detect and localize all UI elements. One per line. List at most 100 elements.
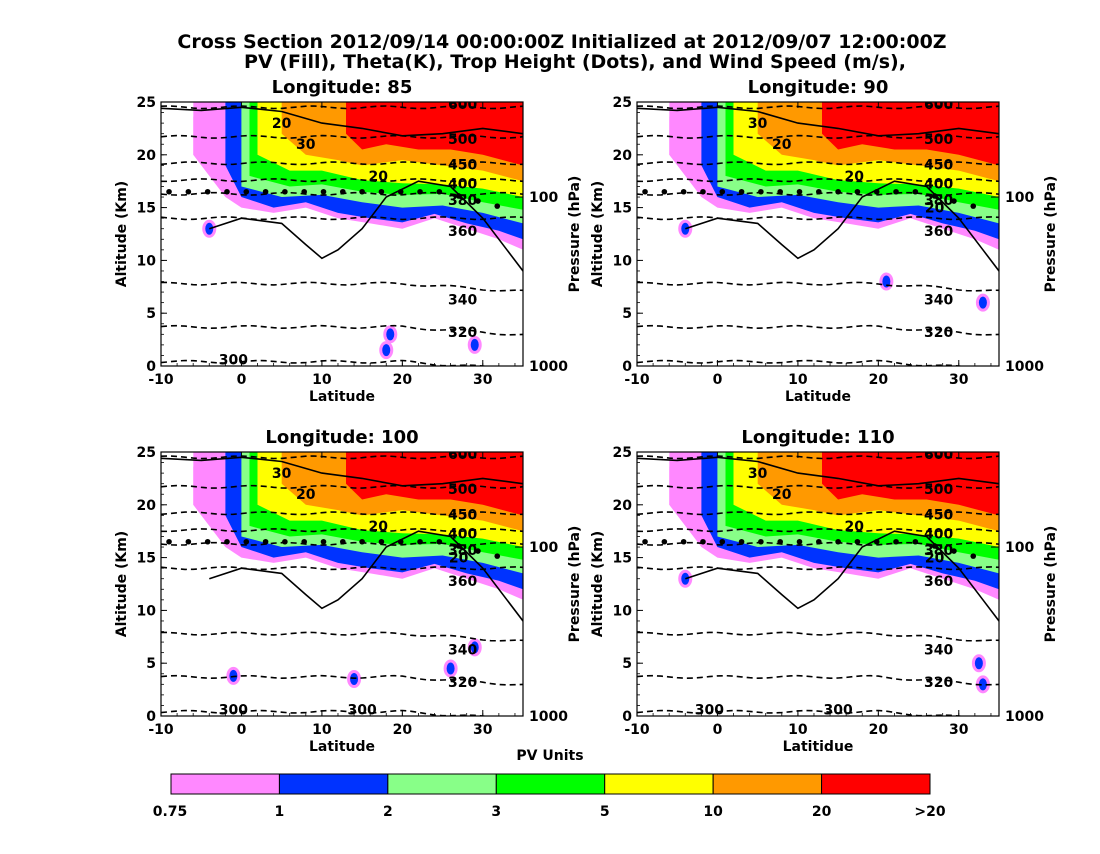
- trop-dot: [661, 538, 668, 545]
- trop-dot: [185, 188, 192, 195]
- trop-dot: [340, 188, 346, 195]
- trop-dot: [951, 548, 957, 554]
- theta-label: 320: [448, 675, 477, 691]
- trop-dot: [359, 188, 365, 195]
- y-tick-label: 10: [137, 603, 157, 619]
- wind-label: 20: [925, 201, 945, 217]
- theta-contour: [161, 674, 523, 686]
- theta-contour: [637, 674, 999, 686]
- theta-contour: [161, 134, 523, 139]
- theta-label: 300: [219, 703, 248, 719]
- trop-dot: [758, 188, 764, 195]
- trop-dot: [282, 188, 288, 195]
- x-tick-label: -10: [148, 722, 174, 738]
- theta-contour: [637, 324, 999, 336]
- theta-contour: [161, 528, 523, 533]
- y-tick-label: 25: [137, 445, 156, 461]
- trop-dot: [680, 538, 687, 545]
- theta-contour: [637, 281, 999, 292]
- trop-dot: [340, 538, 346, 545]
- pv-blob-blue: [446, 662, 455, 675]
- plot-frame: [636, 451, 1000, 717]
- trop-dot: [436, 188, 443, 195]
- y-tick-label: 20: [613, 148, 633, 164]
- theta-contour: [161, 709, 489, 716]
- theta-label: 340: [924, 642, 953, 658]
- theta-contour: [161, 324, 523, 336]
- trop-dot: [642, 538, 648, 545]
- y-tick-label: 25: [613, 95, 632, 111]
- y-tick-label: 15: [613, 551, 632, 567]
- pv-blank-top: [637, 102, 670, 120]
- y-tick-label: 25: [137, 95, 156, 111]
- theta-label: 360: [924, 224, 953, 240]
- trop-dot: [912, 538, 919, 545]
- theta-contour: [161, 216, 523, 221]
- y-tick-label: 20: [137, 498, 157, 514]
- trop-dot: [796, 188, 803, 195]
- colorbar-label: 3: [491, 804, 501, 820]
- wind-label: 20: [844, 169, 864, 185]
- theta-label: 500: [924, 482, 953, 498]
- trop-dot: [816, 188, 822, 195]
- x-tick-label: 0: [713, 372, 723, 388]
- trop-dot: [397, 188, 404, 195]
- trop-dot: [700, 538, 706, 545]
- x-tick-label: 0: [237, 722, 247, 738]
- theta-contour: [637, 359, 965, 366]
- theta-contour: [161, 281, 523, 292]
- y-axis-label: Altitude (Km): [590, 531, 606, 637]
- y-tick-label: 5: [146, 306, 156, 322]
- panel-3: 300 30032034036038040045050060030202020-1…: [590, 427, 1059, 755]
- wind-label: 30: [748, 466, 768, 482]
- theta-label: 360: [448, 224, 477, 240]
- x-axis-label: Latitude: [785, 389, 851, 405]
- theta-label: 400: [924, 526, 953, 542]
- theta-label: 450: [924, 507, 953, 523]
- wind-contour: [685, 530, 999, 622]
- pv-blob-blue: [470, 338, 479, 351]
- colorbar-label: 0.75: [153, 804, 188, 820]
- colorbar-swatch: [387, 773, 497, 795]
- x-tick-label: -10: [148, 372, 174, 388]
- y-tick-label: 0: [622, 709, 632, 725]
- y-tick-label: 0: [146, 709, 156, 725]
- pv-blob-blue: [882, 275, 891, 288]
- theta-label: 600: [924, 447, 953, 463]
- trop-dot: [777, 538, 783, 545]
- pv-blob-blue: [382, 344, 391, 357]
- trop-dot: [642, 188, 648, 195]
- theta-contour: [637, 178, 999, 183]
- wind-label: 20: [449, 551, 469, 567]
- theta-contour: [637, 105, 999, 110]
- theta-label: 380: [448, 193, 477, 209]
- theta-contour: [637, 566, 999, 571]
- pressure-tick-label: 100: [529, 540, 558, 556]
- trop-dot: [854, 538, 861, 545]
- theta-label: 320: [924, 675, 953, 691]
- y-tick-label: 10: [613, 603, 633, 619]
- colorbar-swatch: [278, 773, 389, 795]
- x-tick-label: 0: [237, 372, 247, 388]
- trop-dot: [719, 538, 726, 545]
- x-tick-label: 30: [949, 372, 969, 388]
- y-axis-label: Altitude (Km): [590, 181, 606, 287]
- trop-dot: [185, 538, 192, 545]
- theta-label: 320: [924, 325, 953, 341]
- trop-dot: [224, 188, 230, 195]
- wind-label: 20: [844, 519, 864, 535]
- wind-label: 30: [748, 116, 768, 132]
- trop-dot: [455, 543, 462, 549]
- theta-label: 380: [448, 543, 477, 559]
- x-tick-label: 20: [393, 372, 413, 388]
- y-tick-label: 0: [146, 359, 156, 375]
- theta-contour: [161, 566, 523, 571]
- colorbar-swatch: [821, 773, 931, 795]
- trop-dot: [873, 538, 880, 545]
- trop-dot: [873, 188, 880, 195]
- trop-dot: [475, 198, 481, 204]
- theta-label: 360: [924, 574, 953, 590]
